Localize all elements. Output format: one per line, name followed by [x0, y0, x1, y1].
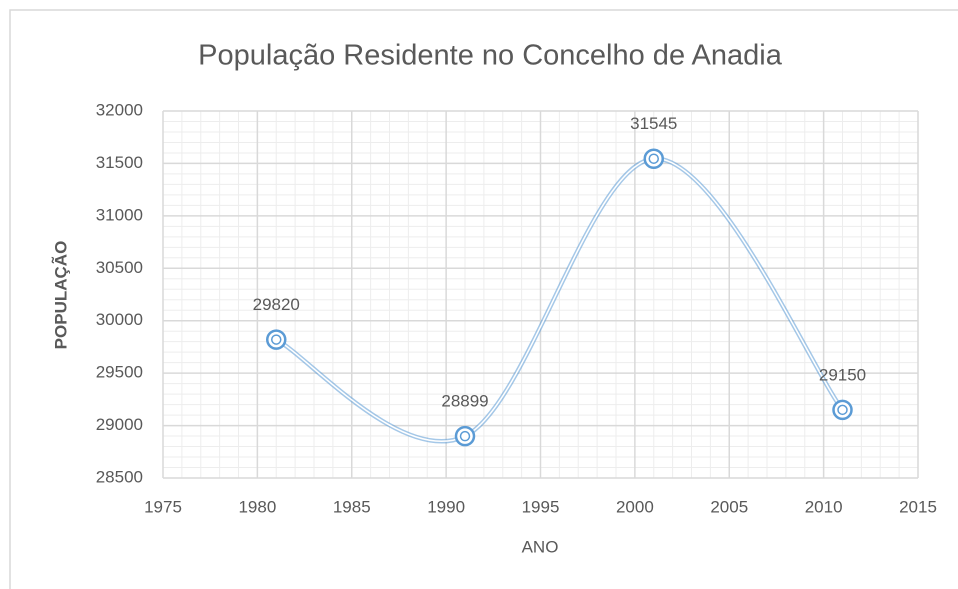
x-tick-label: 2010	[805, 497, 843, 516]
marker	[454, 425, 476, 447]
chart-title: População Residente no Concelho de Anadi…	[198, 40, 783, 72]
series-line-inner	[275, 157, 844, 443]
x-tick-label: 2000	[616, 497, 654, 516]
marker-inner	[648, 153, 659, 164]
y-tick-label: 31500	[96, 153, 143, 172]
data-label: 29820	[253, 295, 300, 314]
y-tick-label: 29000	[96, 415, 143, 434]
x-tick-label: 2005	[710, 497, 748, 516]
y-tick-label: 30500	[96, 258, 143, 277]
marker-inner	[271, 334, 282, 345]
y-tick-label: 30000	[96, 310, 143, 329]
x-tick-label: 1990	[427, 497, 465, 516]
data-label: 29150	[819, 365, 866, 384]
x-axis-label: ANO	[522, 537, 559, 556]
data-label: 31545	[630, 114, 677, 133]
marker	[832, 399, 853, 421]
y-tick-label: 31000	[96, 205, 143, 224]
x-tick-label: 1985	[333, 497, 371, 516]
marker	[266, 329, 287, 350]
y-tick-label: 28500	[96, 467, 143, 486]
x-tick-label: 1975	[144, 497, 182, 516]
chart-frame	[9, 9, 958, 589]
y-tick-label: 29500	[96, 363, 143, 382]
marker-inner	[459, 430, 471, 442]
marker	[643, 148, 664, 169]
y-tick-label: 32000	[96, 100, 143, 119]
y-axis-label: POPULAÇÃO	[50, 241, 70, 350]
x-tick-label: 1995	[522, 497, 560, 516]
x-tick-label: 2015	[899, 497, 937, 516]
marker-inner	[837, 404, 848, 416]
x-tick-label: 1980	[238, 497, 276, 516]
data-label: 28899	[441, 392, 488, 411]
